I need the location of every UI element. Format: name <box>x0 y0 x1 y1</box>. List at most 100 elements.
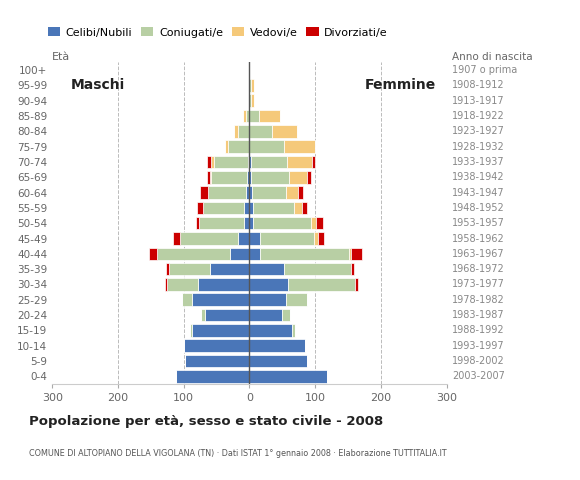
Bar <box>351 263 354 276</box>
Text: 1958-1962: 1958-1962 <box>452 233 505 243</box>
Bar <box>150 248 157 260</box>
Bar <box>249 248 260 260</box>
Bar <box>191 324 249 336</box>
Bar <box>165 278 166 291</box>
Bar <box>249 186 252 199</box>
Text: 1988-1992: 1988-1992 <box>452 325 505 336</box>
Bar <box>230 248 249 260</box>
Text: 1918-1922: 1918-1922 <box>452 111 505 121</box>
Bar <box>286 186 298 199</box>
Bar <box>284 263 351 276</box>
Legend: Celibi/Nubili, Coniugati/e, Vedovi/e, Divorziati/e: Celibi/Nubili, Coniugati/e, Vedovi/e, Di… <box>44 23 392 42</box>
Bar <box>196 217 200 229</box>
Bar <box>200 217 244 229</box>
Bar <box>253 202 294 214</box>
Text: 1978-1982: 1978-1982 <box>452 295 505 305</box>
Bar <box>166 278 198 291</box>
Bar <box>354 278 358 291</box>
Bar <box>169 263 210 276</box>
Bar <box>246 110 249 122</box>
Bar <box>157 248 230 260</box>
Bar <box>206 171 210 183</box>
Bar <box>248 171 249 183</box>
Bar <box>349 248 351 260</box>
Bar <box>176 370 249 383</box>
Text: 1907 o prima: 1907 o prima <box>452 65 517 75</box>
Text: Anno di nascita: Anno di nascita <box>452 52 532 62</box>
Bar <box>180 232 238 245</box>
Bar <box>185 355 249 367</box>
Bar <box>249 140 284 153</box>
Bar <box>246 186 249 199</box>
Text: COMUNE DI ALTOPIANO DELLA VIGOLANA (TN) · Dati ISTAT 1° gennaio 2008 · Elaborazi: COMUNE DI ALTOPIANO DELLA VIGOLANA (TN) … <box>29 449 447 458</box>
Text: Maschi: Maschi <box>71 78 125 92</box>
Bar <box>294 202 302 214</box>
Bar <box>249 171 251 183</box>
Bar <box>205 309 249 322</box>
Bar <box>197 202 204 214</box>
Bar <box>288 278 354 291</box>
Bar <box>318 232 324 245</box>
Bar <box>273 125 298 138</box>
Text: 1963-1967: 1963-1967 <box>452 249 505 259</box>
Bar <box>211 156 214 168</box>
Bar <box>198 278 249 291</box>
Bar <box>249 355 307 367</box>
Bar <box>211 171 248 183</box>
Bar <box>191 293 249 306</box>
Bar <box>307 171 310 183</box>
Bar <box>285 293 307 306</box>
Bar <box>249 110 259 122</box>
Bar <box>248 156 249 168</box>
Bar <box>284 140 315 153</box>
Bar <box>249 79 251 92</box>
Bar <box>201 309 205 322</box>
Bar <box>204 202 244 214</box>
Text: 1908-1912: 1908-1912 <box>452 80 505 90</box>
Bar <box>190 324 191 336</box>
Bar <box>253 217 311 229</box>
Bar <box>249 95 251 107</box>
Bar <box>249 370 327 383</box>
Bar <box>312 156 315 168</box>
Bar <box>317 217 323 229</box>
Bar <box>260 232 314 245</box>
Bar <box>166 263 169 276</box>
Bar <box>229 140 249 153</box>
Text: 1938-1942: 1938-1942 <box>452 172 505 182</box>
Bar <box>234 125 238 138</box>
Bar <box>259 110 280 122</box>
Bar <box>243 110 246 122</box>
Text: 1913-1917: 1913-1917 <box>452 96 505 106</box>
Bar <box>351 248 362 260</box>
Bar <box>244 202 249 214</box>
Bar <box>182 293 191 306</box>
Bar <box>249 156 251 168</box>
Bar <box>282 309 290 322</box>
Bar <box>311 217 317 229</box>
Bar <box>200 186 208 199</box>
Bar <box>252 186 286 199</box>
Text: 1928-1932: 1928-1932 <box>452 142 505 152</box>
Text: Età: Età <box>52 52 70 62</box>
Text: 1933-1937: 1933-1937 <box>452 157 505 167</box>
Text: Popolazione per età, sesso e stato civile - 2008: Popolazione per età, sesso e stato civil… <box>29 415 383 428</box>
Text: 1993-1997: 1993-1997 <box>452 341 505 351</box>
Bar <box>249 293 285 306</box>
Bar <box>249 202 253 214</box>
Bar <box>287 156 312 168</box>
Bar <box>249 217 253 229</box>
Bar <box>251 171 289 183</box>
Text: 1953-1957: 1953-1957 <box>452 218 505 228</box>
Bar <box>249 324 292 336</box>
Text: 1968-1972: 1968-1972 <box>452 264 505 274</box>
Text: 1943-1947: 1943-1947 <box>452 188 505 198</box>
Text: 1948-1952: 1948-1952 <box>452 203 505 213</box>
Text: 1983-1987: 1983-1987 <box>452 310 505 320</box>
Text: Femmine: Femmine <box>365 78 436 92</box>
Bar <box>298 186 303 199</box>
Bar <box>249 309 282 322</box>
Bar <box>249 278 288 291</box>
Bar <box>208 186 246 199</box>
Text: 1998-2002: 1998-2002 <box>452 356 505 366</box>
